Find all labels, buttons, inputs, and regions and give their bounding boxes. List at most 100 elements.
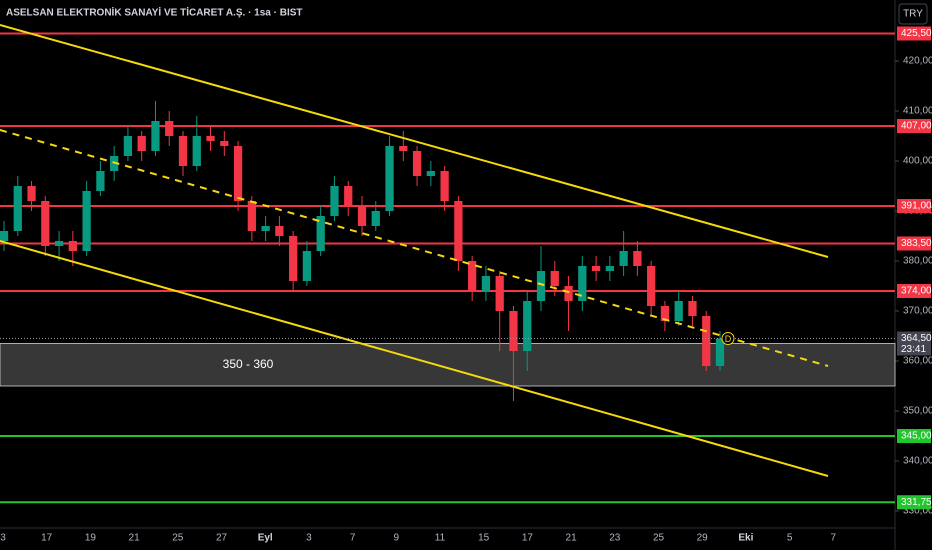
- trend-line: [0, 129, 829, 367]
- candle-body: [302, 251, 312, 281]
- candle-body: [178, 136, 188, 166]
- level-label: 331,75: [901, 497, 932, 508]
- candle-body: [137, 136, 146, 151]
- x-tick-label: 7: [350, 533, 356, 544]
- level-label: 391,00: [901, 201, 932, 212]
- level-badge: [897, 199, 931, 213]
- candle-body: [633, 251, 642, 266]
- level-label: 345,00: [901, 431, 932, 442]
- x-tick-label: 21: [129, 533, 141, 544]
- y-tick-label: 370,00: [903, 306, 932, 317]
- candle-body: [523, 301, 532, 351]
- candle-body: [357, 206, 367, 226]
- candle-body: [192, 136, 201, 166]
- candle-body: [412, 151, 422, 176]
- x-tick-label: 17: [522, 533, 534, 544]
- candle-body: [674, 301, 683, 321]
- x-tick-label: 3: [306, 533, 312, 544]
- candle-body: [151, 121, 160, 151]
- candle-body: [68, 241, 77, 251]
- candle-body: [385, 146, 394, 211]
- x-tick-label: 23: [609, 533, 621, 544]
- candle-body: [702, 316, 711, 366]
- countdown-label: 23:41: [901, 344, 926, 355]
- level-label: 374,00: [901, 286, 932, 297]
- last-price-label: 364,50: [901, 333, 932, 344]
- level-badge: [897, 495, 931, 510]
- x-tick-label: 25: [172, 533, 184, 544]
- candle-body: [536, 271, 546, 301]
- candle-body: [619, 251, 628, 266]
- candle-body: [289, 236, 298, 281]
- candle-body: [371, 211, 380, 226]
- level-badge: [897, 284, 931, 298]
- candle-body: [605, 266, 614, 271]
- candle-body: [509, 311, 518, 351]
- candle-body: [468, 261, 477, 291]
- candle-body: [220, 141, 229, 146]
- level-badge: [897, 26, 931, 41]
- x-tick-label: 11: [435, 533, 446, 544]
- candle-body: [495, 276, 504, 311]
- candle-body: [206, 136, 215, 141]
- x-tick-label: 19: [85, 533, 97, 544]
- candle-body: [578, 266, 587, 301]
- chart-title: ASELSAN ELEKTRONİK SANAYİ VE TİCARET A.Ş…: [6, 6, 303, 19]
- y-tick-label: 410,00: [903, 106, 932, 117]
- candle-body: [233, 146, 243, 201]
- candle-body: [13, 186, 22, 231]
- level-badge: [897, 236, 931, 251]
- y-tick-label: 400,00: [903, 156, 932, 167]
- candle-body: [550, 271, 559, 286]
- candle-body: [41, 201, 50, 246]
- candle-body: [96, 171, 105, 191]
- candle-body: [261, 226, 270, 231]
- currency-button[interactable]: [898, 3, 928, 25]
- x-tick-label: 17: [41, 533, 53, 544]
- y-tick-label: 420,00: [903, 56, 932, 67]
- candle-body: [165, 121, 174, 136]
- candle-body: [564, 286, 573, 301]
- candle-body: [481, 276, 491, 291]
- x-tick-label: 5: [787, 533, 793, 544]
- price-zone: [0, 343, 896, 387]
- candle-body: [399, 146, 408, 151]
- zone-label: 350 - 360: [223, 357, 274, 371]
- candle-body: [715, 338, 725, 366]
- event-marker: [721, 332, 735, 345]
- y-tick-label: 380,00: [903, 256, 932, 267]
- candle-body: [82, 191, 91, 251]
- x-tick-label: 21: [566, 533, 578, 544]
- x-tick-label: 3: [0, 533, 6, 544]
- level-badge: [897, 119, 931, 133]
- y-tick-label: 340,00: [903, 456, 932, 467]
- x-tick-label: Eyl: [258, 533, 273, 544]
- candle-body: [454, 201, 463, 261]
- candle-body: [440, 171, 449, 201]
- y-tick-label: 330,00: [903, 506, 932, 517]
- candle-body: [316, 216, 325, 251]
- trend-line: [0, 24, 829, 258]
- candle-body: [275, 226, 284, 236]
- candle-body: [330, 186, 339, 216]
- candle-body: [591, 266, 601, 271]
- level-label: 383,50: [901, 238, 932, 249]
- candle-body: [27, 186, 36, 201]
- candle-body: [123, 136, 133, 156]
- trend-line: [0, 240, 829, 477]
- x-tick-label: 25: [653, 533, 665, 544]
- x-tick-label: 29: [697, 533, 709, 544]
- candle-body: [0, 231, 9, 241]
- x-tick-label: Eki: [738, 533, 753, 544]
- y-tick-label: 360,00: [903, 356, 932, 367]
- x-tick-label: 27: [216, 533, 228, 544]
- y-tick-label: 350,00: [903, 406, 932, 417]
- x-tick-label: 7: [831, 533, 837, 544]
- candle-body: [688, 301, 697, 316]
- candle-body: [247, 201, 256, 231]
- event-marker-label: D: [725, 334, 732, 344]
- currency-label[interactable]: TRY: [903, 9, 923, 20]
- candle-body: [660, 306, 670, 321]
- candle-body: [426, 171, 435, 176]
